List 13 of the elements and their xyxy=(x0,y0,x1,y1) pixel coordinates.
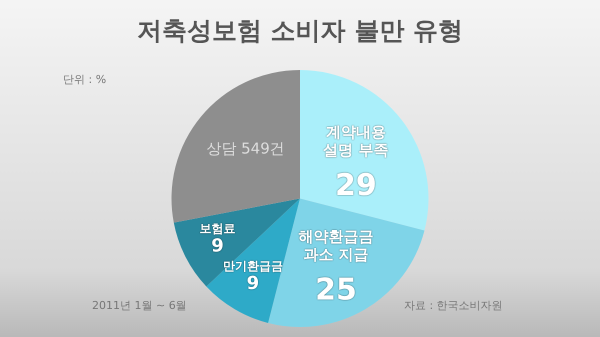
slice-label: 해약환급금 과소 지급 xyxy=(298,227,374,264)
slice-label: 만기환급금 xyxy=(222,259,283,274)
data-label: 25 xyxy=(315,272,357,308)
text: 단위 : % xyxy=(63,72,106,87)
chart-title: 저축성보험 소비자 불만 유형 xyxy=(136,15,464,47)
data-label: 9 xyxy=(211,236,224,257)
data-label: 29 xyxy=(334,168,377,204)
slice-label: 계약내용 설명 부족 xyxy=(323,123,388,160)
text: 상담 549건 xyxy=(206,139,285,158)
text: 2011년 1월 ~ 6월 xyxy=(92,298,187,313)
text: 자료 : 한국소비자원 xyxy=(404,298,503,313)
data-label: 9 xyxy=(246,273,260,294)
slice-label: 보험료 xyxy=(200,222,236,236)
